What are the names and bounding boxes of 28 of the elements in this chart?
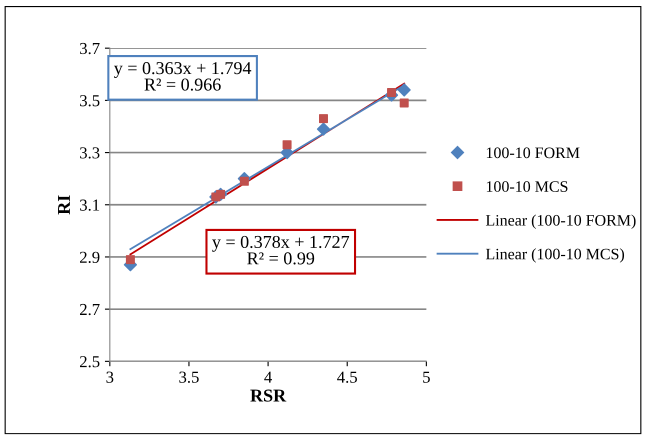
point xyxy=(387,88,396,98)
x-tick-label: 4 xyxy=(264,372,272,383)
legend-label: 100-10 FORM xyxy=(486,147,580,158)
y-tick-label: 2.9 xyxy=(80,252,100,263)
x-tick-label: 3.5 xyxy=(179,372,199,383)
legend-label: 100-10 MCS xyxy=(486,181,568,192)
point xyxy=(316,122,330,136)
point xyxy=(398,83,411,97)
point xyxy=(126,255,135,264)
point xyxy=(282,140,292,150)
x-tick-label: 5 xyxy=(423,372,430,383)
y-tick-label: 3.1 xyxy=(80,200,100,211)
x-tick-label: 3 xyxy=(106,372,114,383)
legend-label: Linear (100-10 FORM) xyxy=(486,214,636,229)
x-axis-title: RSR xyxy=(250,390,286,402)
y-tick-label: 3.3 xyxy=(80,147,100,159)
x-tick-label: 4.5 xyxy=(337,372,357,383)
legend-label: Linear (100-10 MCS) xyxy=(486,248,624,263)
point xyxy=(400,98,409,108)
y-tick-label: 3.5 xyxy=(80,95,100,106)
point xyxy=(318,114,328,124)
y-tick-label: 3.7 xyxy=(80,42,100,54)
annotation: y = 0.378x + 1.727 R² = 0.99 xyxy=(212,236,350,265)
point xyxy=(240,176,249,186)
y-axis-title: RI xyxy=(58,195,70,214)
y-tick-label: 2.5 xyxy=(80,356,100,368)
y-tick-label: 2.7 xyxy=(80,304,100,316)
annotation: y = 0.363x + 1.794 R² = 0.966 xyxy=(114,62,252,91)
